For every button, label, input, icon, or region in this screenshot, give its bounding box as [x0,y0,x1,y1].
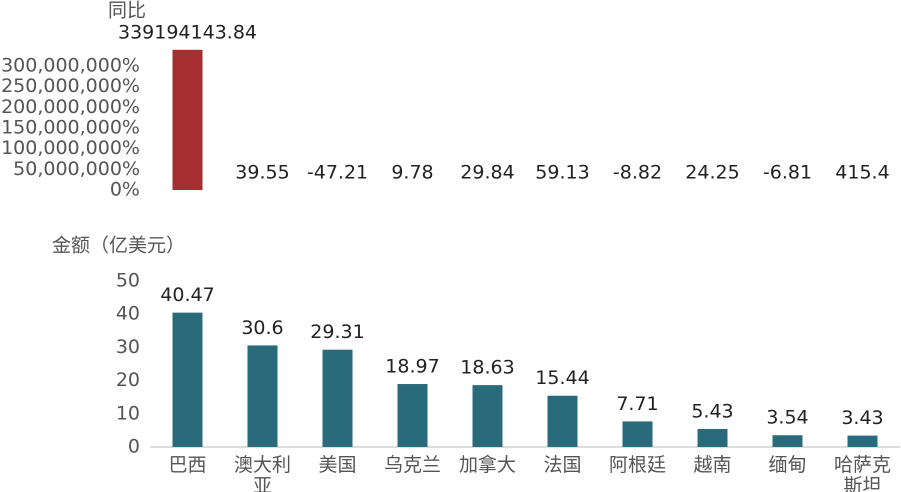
bar [547,395,578,447]
x-tick-label: 阿根廷 [609,454,666,476]
data-label: 5.43 [691,400,733,422]
bar [247,345,278,447]
bar [622,421,653,447]
top-chart-title: 同比 [108,0,146,22]
y-tick-label: 250,000,000% [1,75,140,97]
bar [847,435,878,447]
y-tick-label: 100,000,000% [1,137,140,159]
y-tick-label: 150,000,000% [1,117,140,139]
data-label: 18.97 [385,356,439,378]
bar [322,349,353,447]
y-tick-label: 50,000,000% [13,158,140,180]
bar [697,428,728,447]
data-label: 40.47 [160,284,214,306]
x-tick-label: 法国 [543,454,581,476]
bar [772,435,803,447]
data-label: 24.25 [685,161,739,183]
bar [397,384,428,447]
y-tick-label: 20 [116,369,140,391]
y-tick-label: 40 [116,303,140,325]
bar [472,385,503,447]
data-label: -6.81 [763,162,812,184]
x-tick-label: 缅甸 [768,454,806,476]
y-tick-label: 0 [128,436,140,458]
bottom-chart-title: 金额（亿美元） [52,235,185,257]
y-tick-label: 300,000,000% [1,55,140,77]
x-tick-label: 乌克兰 [384,454,441,476]
data-label: -8.82 [613,162,662,184]
data-label: 7.71 [616,393,658,415]
data-label: 29.31 [310,321,364,343]
data-label: 3.43 [841,407,883,429]
y-tick-label: 10 [116,402,140,424]
data-label: 9.78 [391,162,433,184]
data-label: 39.55 [235,161,289,183]
x-tick-label: 美国 [318,454,356,476]
data-label: 15.44 [535,367,589,389]
data-label: 339194143.84 [118,21,257,43]
y-tick-label: 200,000,000% [1,96,140,118]
bar [172,49,203,190]
x-tick-label: 哈萨克斯坦 [834,454,891,492]
bar [172,312,203,447]
x-tick-label: 巴西 [168,454,206,476]
data-label: 59.13 [535,161,589,183]
y-tick-label: 50 [116,270,140,292]
data-label: 415.4 [835,161,889,183]
data-label: 18.63 [460,357,514,379]
x-tick-label: 澳大利亚 [234,454,291,492]
y-tick-label: 30 [116,336,140,358]
x-tick-label: 越南 [693,454,731,476]
data-label: -47.21 [307,162,368,184]
data-label: 3.54 [766,407,808,429]
y-tick-label: 0% [110,179,140,201]
data-label: 29.84 [460,161,514,183]
data-label: 30.6 [241,317,283,339]
x-tick-label: 加拿大 [459,453,516,476]
